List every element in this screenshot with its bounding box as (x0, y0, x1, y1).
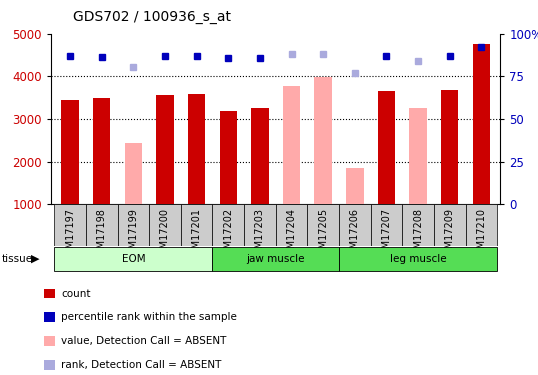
Text: GSM17199: GSM17199 (129, 208, 138, 261)
Bar (61, 100, 79, 204)
Text: GSM17197: GSM17197 (65, 208, 75, 261)
Bar (275, 204, 307, 246)
Bar (44, 360, 54, 370)
Text: GSM17208: GSM17208 (413, 208, 423, 261)
Bar (149, 204, 181, 246)
Text: GDS702 / 100936_s_at: GDS702 / 100936_s_at (73, 10, 231, 24)
Bar (339, 247, 497, 272)
Bar (213, 247, 339, 272)
Text: GSM17200: GSM17200 (160, 208, 170, 261)
Text: percentile rank within the sample: percentile rank within the sample (61, 312, 237, 322)
Bar (93, 98, 110, 204)
Text: jaw muscle: jaw muscle (246, 254, 305, 264)
Text: GSM17207: GSM17207 (381, 208, 392, 261)
Bar (44, 288, 54, 298)
Text: GSM17210: GSM17210 (476, 208, 486, 261)
Text: GSM17206: GSM17206 (350, 208, 360, 261)
Bar (86, 204, 117, 246)
Bar (409, 108, 427, 204)
Bar (44, 312, 54, 322)
Text: EOM: EOM (122, 254, 145, 264)
Text: GSM17201: GSM17201 (192, 208, 202, 261)
Bar (346, 168, 364, 204)
Bar (125, 143, 142, 204)
Bar (44, 336, 54, 346)
Text: GSM17202: GSM17202 (223, 208, 233, 261)
Bar (220, 111, 237, 204)
Text: GSM17203: GSM17203 (255, 208, 265, 261)
Bar (434, 204, 465, 246)
Bar (157, 95, 174, 204)
Text: value, Detection Call = ABSENT: value, Detection Call = ABSENT (61, 336, 227, 346)
Bar (378, 92, 395, 204)
Bar (339, 204, 371, 246)
Text: GSM17205: GSM17205 (318, 208, 328, 261)
Bar (402, 204, 434, 246)
Bar (181, 204, 213, 246)
Text: leg muscle: leg muscle (390, 254, 447, 264)
Bar (244, 204, 275, 246)
Bar (465, 204, 497, 246)
Text: rank, Detection Call = ABSENT: rank, Detection Call = ABSENT (61, 360, 222, 370)
Bar (117, 204, 149, 246)
Bar (315, 77, 332, 204)
Bar (441, 90, 458, 204)
Text: GSM17204: GSM17204 (287, 208, 296, 261)
Text: GSM17209: GSM17209 (445, 208, 455, 261)
Text: GSM17198: GSM17198 (97, 208, 107, 261)
Bar (213, 204, 244, 246)
Text: tissue: tissue (2, 254, 33, 264)
Bar (307, 204, 339, 246)
Bar (283, 86, 300, 204)
Bar (54, 204, 86, 246)
Bar (473, 44, 490, 204)
Bar (251, 108, 268, 204)
Text: count: count (61, 288, 91, 298)
Bar (54, 247, 213, 272)
Text: ▶: ▶ (31, 254, 40, 264)
Bar (188, 94, 206, 204)
Bar (371, 204, 402, 246)
